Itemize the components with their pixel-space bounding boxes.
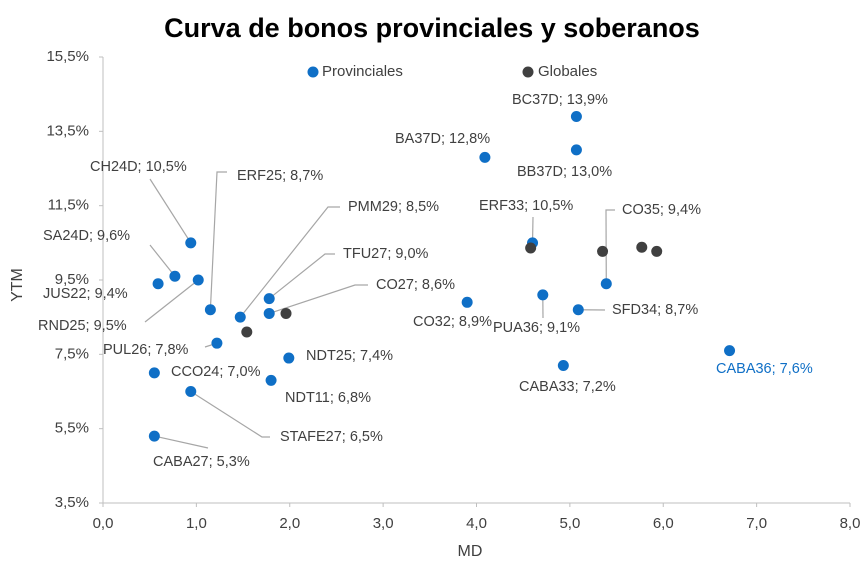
x-tick-label: 8,0	[840, 515, 861, 532]
data-label: BA37D; 12,8%	[395, 131, 490, 147]
x-tick-label: 7,0	[746, 515, 767, 532]
leader-line	[269, 284, 368, 315]
point	[185, 386, 197, 397]
legend-label: Provinciales	[322, 63, 403, 80]
point	[263, 293, 275, 305]
legend-marker	[307, 66, 319, 78]
x-tick-label: 6,0	[653, 515, 674, 532]
point	[204, 304, 216, 316]
data-label: CABA33; 7,2%	[519, 379, 616, 395]
data-label: SFD34; 8,7%	[612, 302, 698, 318]
data-label: CO27; 8,6%	[376, 277, 455, 293]
data-label: CCO24; 7,0%	[171, 364, 261, 380]
leader-line	[154, 435, 209, 449]
point	[211, 337, 223, 349]
x-tick-label: 2,0	[279, 515, 300, 532]
point	[600, 278, 612, 290]
point	[192, 274, 204, 286]
point	[570, 110, 582, 122]
data-label: ERF25; 8,7%	[237, 168, 323, 184]
leader-line	[144, 279, 199, 323]
point	[283, 352, 295, 364]
data-label: CABA27; 5,3%	[153, 454, 250, 470]
data-label: BB37D; 13,0%	[517, 164, 612, 180]
legend-label: Globales	[538, 63, 597, 80]
point	[570, 144, 582, 156]
y-tick-label: 7,5%	[55, 345, 89, 362]
x-tick-label: 0,0	[93, 515, 114, 532]
data-label: CO32; 8,9%	[413, 314, 492, 330]
x-tick-label: 1,0	[186, 515, 207, 532]
x-tick-label: 4,0	[466, 515, 487, 532]
leader-line	[239, 206, 340, 318]
point	[241, 326, 253, 338]
data-label: TFU27; 9,0%	[343, 246, 429, 262]
point	[557, 359, 569, 371]
point	[265, 374, 277, 386]
point	[537, 289, 549, 301]
y-tick-label: 5,5%	[55, 420, 89, 437]
point	[280, 307, 292, 319]
point	[636, 241, 648, 253]
point	[479, 151, 491, 163]
point	[148, 367, 160, 379]
leader-line	[605, 209, 615, 284]
leader-line	[268, 253, 335, 300]
data-label: NDT11; 6,8%	[285, 390, 371, 406]
data-label: CABA36; 7,6%	[716, 361, 813, 377]
data-label: NDT25; 7,4%	[306, 348, 393, 364]
data-label: RND25; 9,5%	[38, 318, 127, 334]
point	[461, 296, 473, 308]
data-label: PUL26; 7,8%	[103, 342, 189, 358]
x-tick-label: 3,0	[373, 515, 394, 532]
point	[169, 270, 181, 282]
point	[263, 307, 275, 319]
y-tick-label: 3,5%	[55, 494, 89, 511]
point	[724, 345, 736, 357]
point	[572, 304, 584, 316]
point	[597, 245, 609, 257]
point	[234, 311, 246, 323]
data-label: STAFE27; 6,5%	[280, 429, 383, 445]
point	[185, 237, 197, 249]
data-label: SA24D; 9,6%	[43, 228, 130, 244]
point	[525, 242, 537, 254]
data-label: CO35; 9,4%	[622, 202, 701, 218]
x-tick-label: 5,0	[559, 515, 580, 532]
point	[152, 278, 164, 290]
x-axis-title: MD	[458, 543, 483, 560]
point	[651, 245, 663, 257]
data-label: JUS22; 9,4%	[43, 286, 128, 302]
data-label: CH24D; 10,5%	[90, 159, 187, 175]
data-label: BC37D; 13,9%	[512, 92, 608, 108]
y-axis-title: YTM	[9, 268, 26, 302]
leader-line	[149, 178, 192, 244]
y-tick-label: 15,5%	[46, 48, 89, 65]
y-tick-label: 9,5%	[55, 271, 89, 288]
data-label: ERF33; 10,5%	[479, 198, 573, 214]
point	[148, 430, 160, 442]
leader-line	[149, 244, 176, 277]
y-tick-label: 13,5%	[46, 122, 89, 139]
leader-line	[209, 171, 227, 310]
chart-title: Curva de bonos provinciales y soberanos	[164, 13, 700, 43]
y-tick-label: 11,5%	[48, 197, 89, 214]
leader-line	[190, 390, 270, 438]
data-label: PMM29; 8,5%	[348, 199, 439, 215]
legend-marker	[522, 66, 534, 78]
data-label: PUA36; 9,1%	[493, 320, 580, 336]
